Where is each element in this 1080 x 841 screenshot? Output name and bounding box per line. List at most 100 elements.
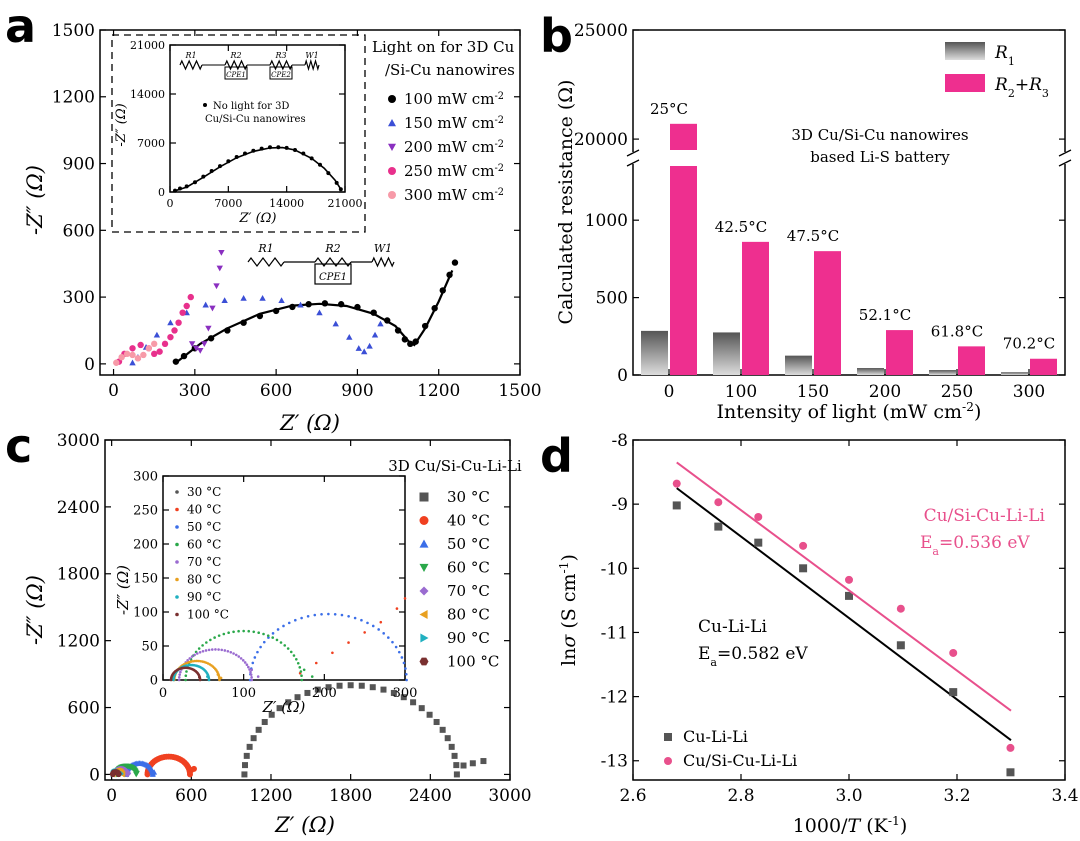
- panel-a-letter: a: [5, 0, 36, 53]
- panel-a-point-150: [360, 348, 368, 355]
- panel-c-inset-legend-marker: [175, 542, 179, 547]
- panel-c: 0 600 1200 1800 2400 300006001200180024003000…: [5, 419, 532, 837]
- panel-c-inset-point: [219, 676, 223, 680]
- panel-c-legend-marker: [419, 610, 428, 619]
- panel-a-inset-circuit-r: [224, 59, 248, 71]
- panel-c-inset-point: [259, 645, 262, 649]
- panel-b-temp-label: 52.1°C: [859, 306, 911, 324]
- panel-c-inset-x-tick-label: 300: [393, 686, 418, 701]
- panel-c-inset-point: [293, 618, 297, 622]
- panel-d-point: [1006, 743, 1015, 752]
- panel-a-inset-cpe-box: [224, 66, 248, 80]
- panel-c-point-30 °C: [444, 735, 451, 742]
- panel-a-inset-legend-marker: [203, 103, 207, 107]
- panel-c-y-tick-label: 1800: [57, 565, 100, 585]
- panel-d: 2.6 2.8 3.0 3.2 3.4 -8 -9 -10 -11 -12 -13 1000/T (K…: [540, 429, 1079, 837]
- panel-a-point-200: [192, 345, 200, 352]
- panel-d-legend-label: Cu-Li-Li: [683, 727, 748, 746]
- panel-a: 0 300 600 900 1200 1500 0 300 600 900 1200 1500 Z′ (…: [5, 0, 542, 435]
- panel-d-point: [799, 564, 808, 573]
- panel-d-series-label: Cu-Li-Li: [698, 617, 767, 637]
- panel-a-legend-label: 150 mW cm-2: [404, 114, 504, 132]
- panel-c-inset-x-tick-label: 200: [312, 686, 337, 701]
- panel-c-inset-point: [185, 670, 188, 673]
- panel-c-inset-point: [216, 673, 220, 676]
- panel-c-point-30 °C: [426, 711, 433, 718]
- panel-a-point-100: [412, 338, 419, 345]
- panel-d-legend-marker: [664, 757, 672, 765]
- panel-c-inset-point: [193, 653, 196, 657]
- panel-a-legend-marker: [388, 167, 396, 175]
- panel-c-inset-point: [177, 676, 181, 679]
- panel-c-inset-y-tick-label: 200: [133, 538, 158, 553]
- panel-b-letter: b: [540, 9, 573, 63]
- panel-c-inset-point: [237, 629, 240, 633]
- panel-d-ylabel: lnσ (S cm-1): [557, 554, 580, 666]
- panel-c-point-30 °C: [451, 752, 458, 759]
- panel-a-point-100: [407, 340, 414, 348]
- panel-d-y-tick-label: -11: [601, 623, 628, 643]
- panel-a-point-200: [188, 341, 196, 348]
- panel-a-inset-circuit-w: [304, 58, 320, 72]
- panel-a-point-100: [446, 271, 453, 279]
- panel-c-inset-x-tick-label: 100: [231, 686, 256, 701]
- panel-c-point-30 °C: [480, 758, 487, 765]
- panel-c-point-30 °C: [400, 694, 407, 701]
- panel-c-inset-point: [271, 632, 275, 635]
- panel-a-point-200: [201, 341, 208, 348]
- panel-a-inset-circuit-r: [269, 59, 293, 71]
- panel-d-x-tick-label: 3.0: [835, 786, 862, 806]
- panel-d-point: [799, 541, 808, 550]
- panel-c-inset-point: [247, 629, 251, 633]
- panel-c-inset-point: [184, 674, 188, 678]
- panel-a-point-150: [259, 295, 266, 301]
- panel-a-inset-y-tick-label: 14000: [130, 88, 165, 101]
- panel-a-inset-axes: [169, 44, 346, 193]
- panel-c-inset-point: [333, 612, 337, 616]
- panel-c-inset-point: [248, 668, 251, 671]
- panel-a-ylabel: -Z″ (Ω): [23, 165, 47, 235]
- panel-c-inset-point: [275, 638, 279, 642]
- panel-a-point-100: [431, 305, 438, 312]
- panel-a-inset-circuit-r: [179, 59, 203, 71]
- panel-c-point-70 °C: [125, 770, 132, 777]
- panel-b-x-tick-label: 0: [664, 382, 675, 402]
- panel-c-inset-point: [405, 672, 408, 676]
- panel-c-inset-point: [232, 652, 235, 655]
- panel-c-legend-marker: [419, 586, 429, 596]
- panel-b-x-tick-label: 100: [725, 382, 757, 402]
- panel-c-inset-legend-marker: [175, 577, 179, 582]
- panel-c-inset-point: [327, 612, 330, 616]
- panel-b-bar-r23-upper: [670, 123, 697, 150]
- panel-a-point-300: [113, 359, 120, 366]
- panel-a-point-250: [150, 350, 158, 358]
- panel-c-inset-point: [300, 678, 304, 682]
- panel-a-inset-note: Cu/Si-Cu nanowires: [205, 114, 306, 125]
- panel-a-point-150: [153, 331, 161, 338]
- panel-c-inset-point: [199, 659, 203, 663]
- panel-c-inset-point: [262, 632, 265, 636]
- panel-b-bar-r23: [814, 251, 841, 375]
- panel-a-x-tick-label: 0: [108, 381, 119, 401]
- panel-c-point-30 °C: [268, 711, 275, 718]
- panel-c-inset-y-tick-label: 150: [133, 572, 158, 587]
- panel-b-bar-r23: [670, 166, 697, 375]
- panel-d-x-tick-label: 3.4: [1051, 786, 1078, 806]
- panel-c-point-30 °C: [246, 743, 253, 750]
- panel-b-x-tick-label: 300: [1013, 382, 1045, 402]
- panel-a-inset-point: [173, 188, 177, 193]
- panel-b-break-mark: [1058, 149, 1072, 157]
- panel-b-bar-r1: [785, 355, 812, 375]
- panel-c-legend-marker: [419, 539, 429, 548]
- panel-d-y-tick-label: -9: [611, 495, 628, 515]
- panel-a-point-250: [183, 302, 190, 310]
- panel-a-circuit-r2: [314, 257, 352, 267]
- panel-c-inset-ylabel: -Z″ (Ω): [114, 565, 132, 615]
- panel-c-inset-point: [379, 620, 383, 624]
- panel-c-inset-point: [405, 678, 408, 682]
- panel-d-point: [754, 538, 763, 547]
- panel-c-inset-point: [353, 616, 357, 620]
- panel-a-inset-fit: [173, 146, 343, 193]
- panel-a-inset-point: [301, 151, 306, 156]
- panel-c-legend-marker: [419, 492, 429, 502]
